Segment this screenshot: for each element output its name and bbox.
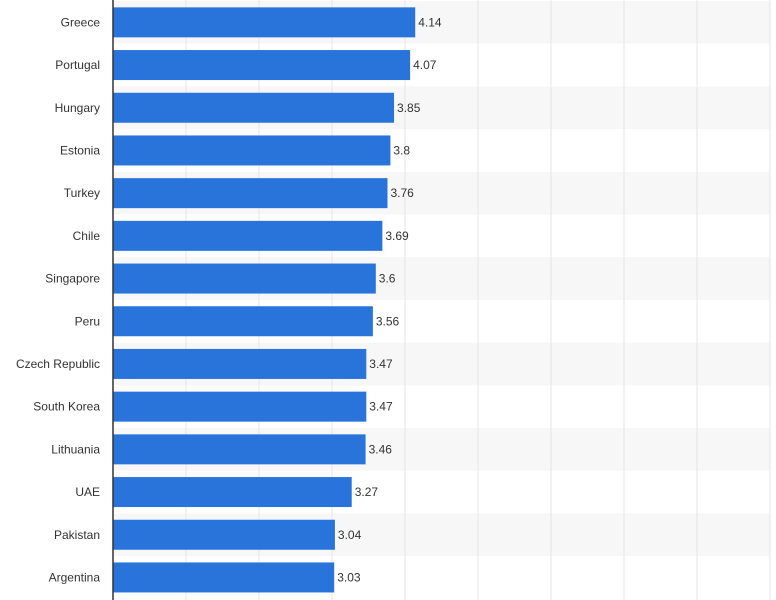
value-label: 3.27 [355,485,379,499]
value-label: 3.46 [369,442,393,456]
value-labels: 4.14 4.07 3.85 3.8 3.76 3.69 3.6 3.56 3.47 3.47 3.… [337,15,442,584]
category-label: Singapore [45,272,100,286]
bar [113,220,383,251]
category-labels: Greece Portugal Hungary Estonia Turkey Chile S… [16,15,100,584]
value-label: 3.6 [379,272,396,286]
bar [113,135,391,166]
value-label: 4.14 [418,15,442,29]
category-label: Argentina [49,570,101,584]
category-label: Pakistan [54,528,100,542]
category-label: Portugal [55,58,100,72]
bar [113,263,376,294]
value-label: 3.47 [369,357,393,371]
value-label: 3.8 [393,143,410,157]
value-label: 3.03 [337,570,361,584]
bar [113,391,367,422]
bar [113,50,411,81]
category-label: Czech Republic [16,357,100,371]
bar [113,477,352,508]
bar [113,348,367,379]
bar [113,92,395,123]
value-label: 3.69 [385,229,409,243]
bar [113,434,366,465]
bar [113,562,335,593]
category-label: Greece [61,15,101,29]
value-label: 3.04 [338,528,362,542]
bar [113,7,416,38]
value-label: 4.07 [413,58,437,72]
category-label: Estonia [60,143,100,157]
bars [113,7,416,593]
category-label: Chile [73,229,101,243]
value-label: 3.47 [369,400,393,414]
category-label: Peru [75,314,100,328]
category-label: UAE [75,485,100,499]
value-label: 3.85 [397,101,421,115]
value-label: 3.56 [376,314,400,328]
bar [113,178,388,209]
category-label: Hungary [55,101,100,115]
value-label: 3.76 [390,186,414,200]
category-label: South Korea [33,400,100,414]
bar [113,519,335,550]
bar [113,306,373,337]
category-label: Turkey [64,186,100,200]
category-label: Lithuania [51,442,100,456]
